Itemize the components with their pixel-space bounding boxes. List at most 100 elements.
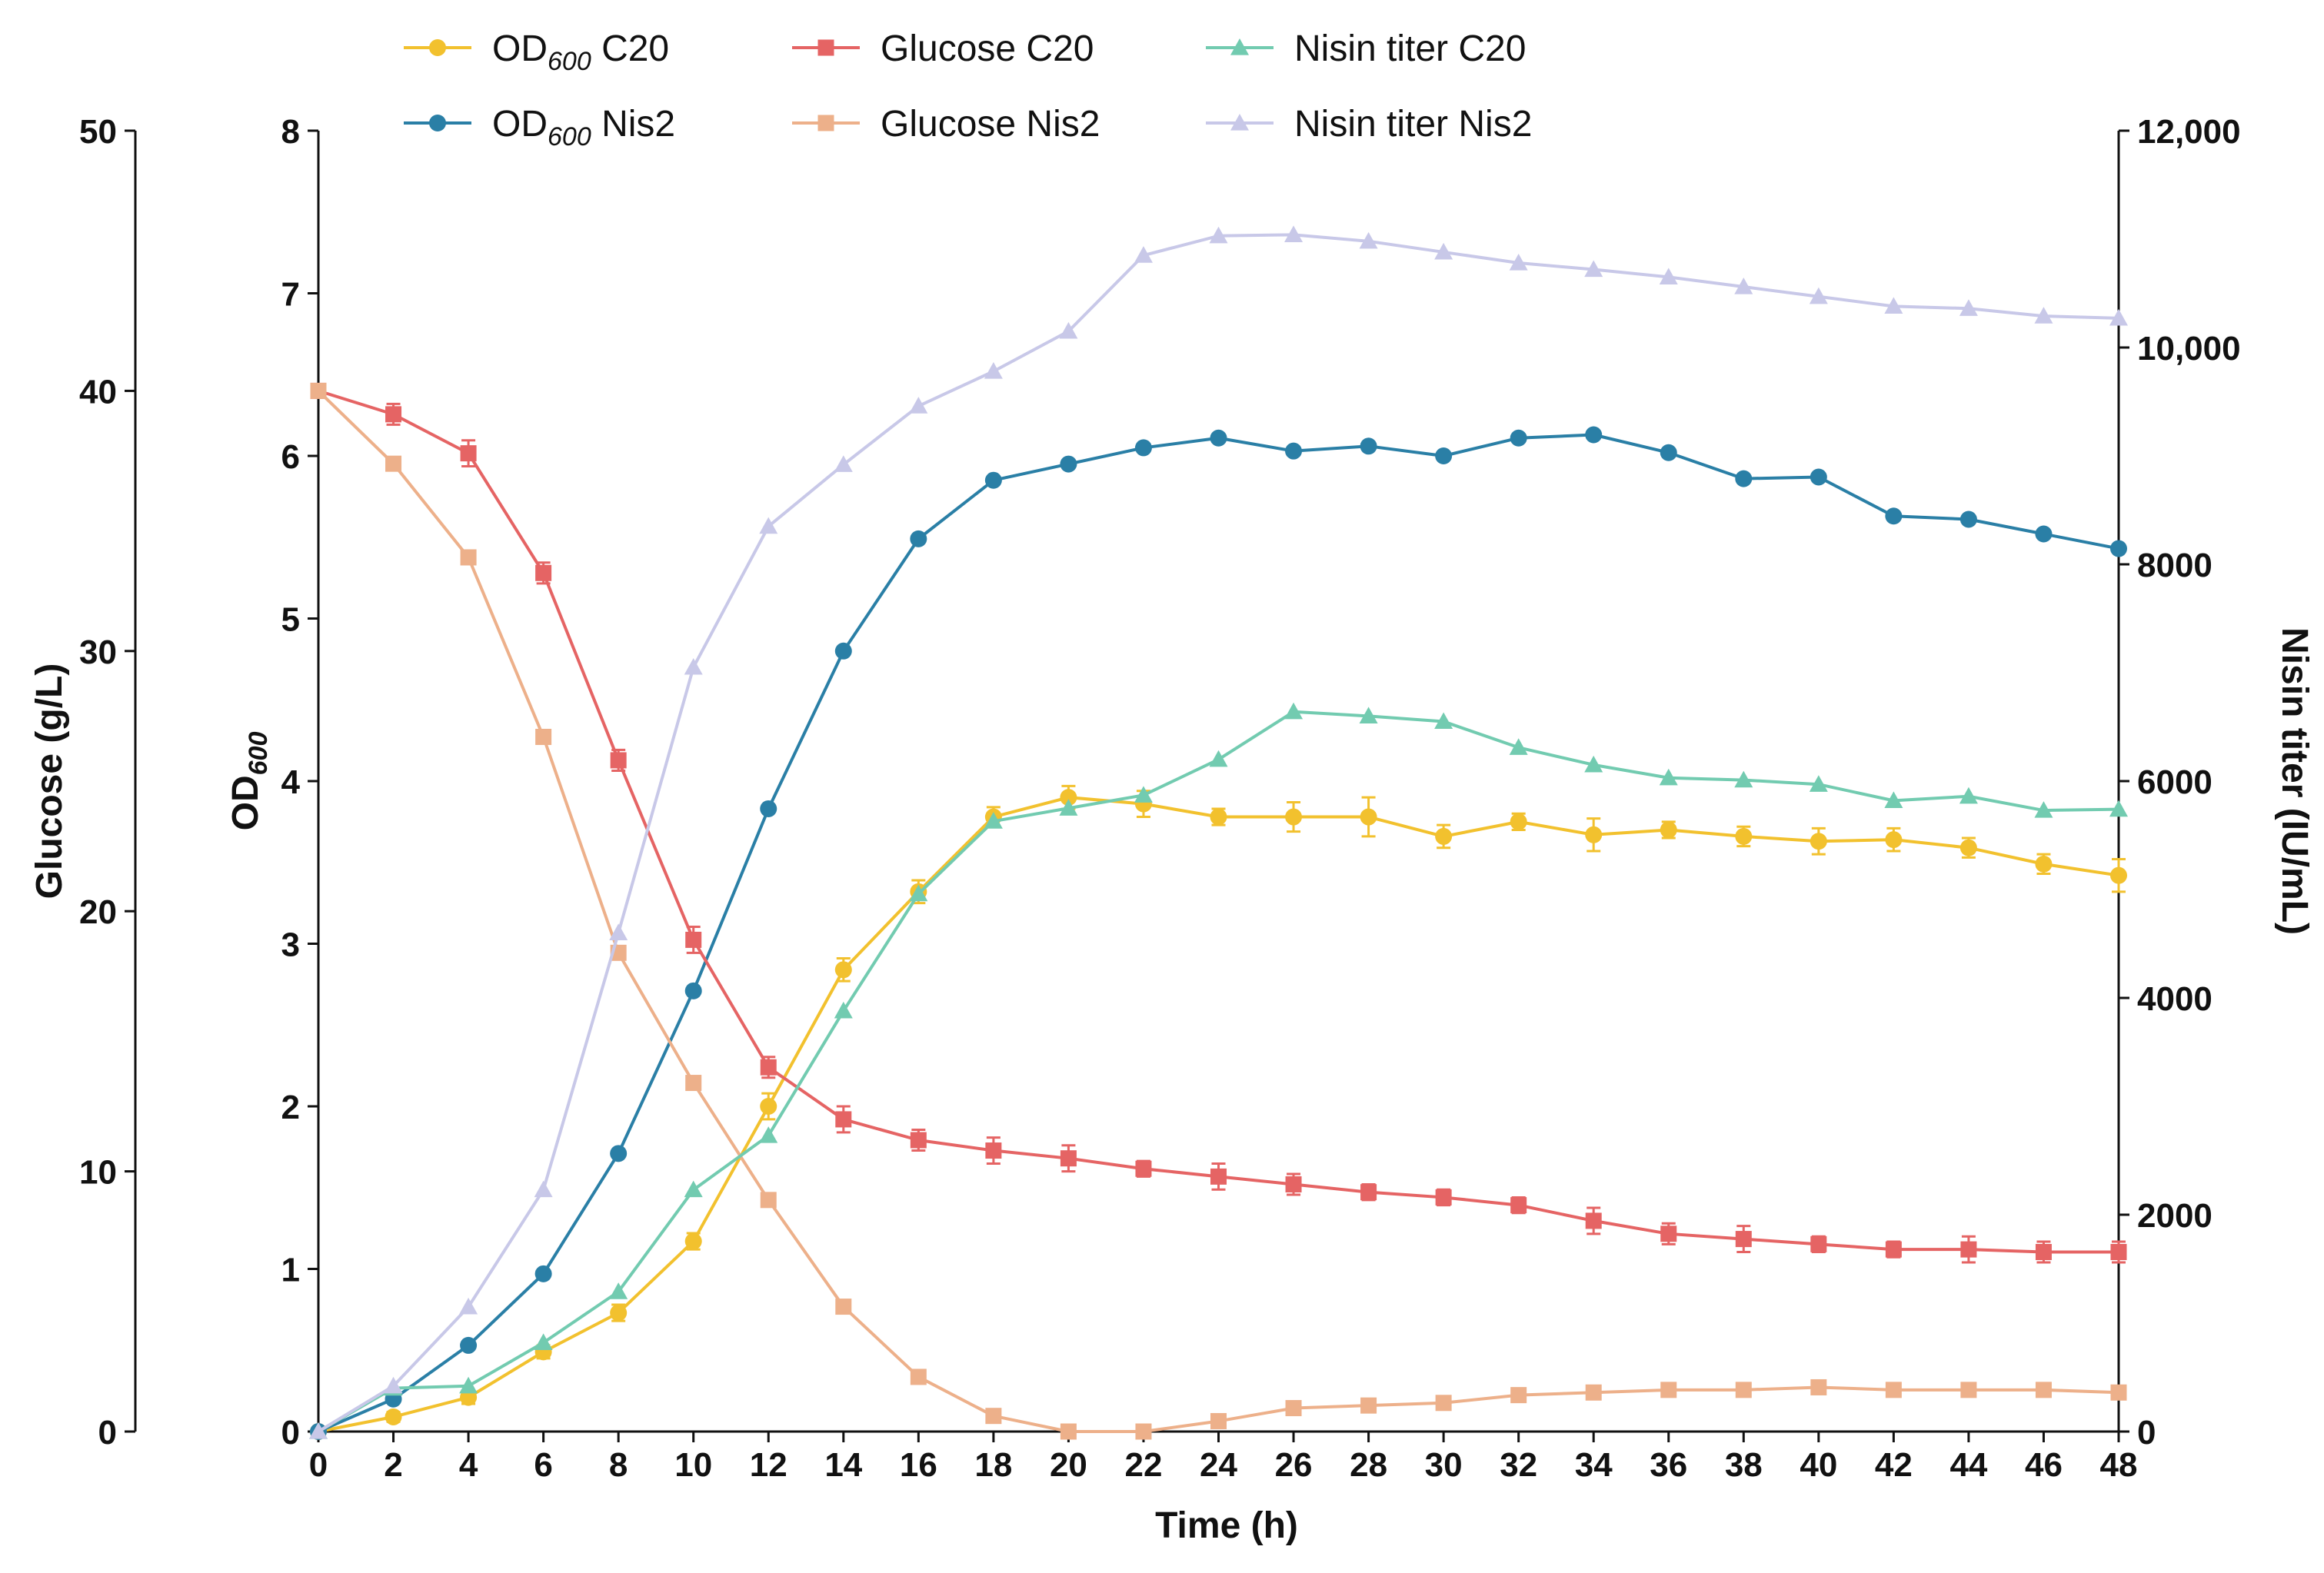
glucose_nis2-point [1810,1378,1827,1395]
glucose_nis2-point [2110,1384,2127,1401]
nisin_c20-point [1059,799,1078,816]
nisin-tick-label: 12,000 [2137,113,2241,151]
glucose_c20-point [460,445,477,462]
x-tick-label: 6 [534,1446,552,1484]
od_nis2-point [1435,447,1453,464]
od_nis2-point [610,1145,628,1162]
glucose_c20-point [535,564,552,581]
glucose_nis2-point [310,382,327,399]
glucose_nis2-point [1435,1395,1452,1412]
od_c20-point [1735,827,1753,845]
od_c20-point [385,1408,402,1425]
x-tick-label: 18 [974,1446,1012,1484]
od_nis2-point [1959,510,1977,528]
x-tick-label: 34 [1575,1446,1613,1484]
glucose_c20-point [1810,1235,1827,1252]
glucose_c20-point [835,1111,852,1128]
glucose-tick-label: 0 [98,1414,117,1452]
nisin_nis2-point [1359,231,1378,249]
nisin_c20-point [534,1333,553,1350]
x-tick-label: 32 [1500,1446,1537,1484]
glucose_c20-point [985,1142,1002,1159]
od_c20-point [760,1098,777,1115]
glucose_c20-point [610,752,627,769]
nisin_c20-point [684,1180,703,1198]
nisin_nis2-point [684,657,703,675]
od_c20-point [1285,808,1303,826]
glucose_c20-point [1360,1184,1377,1201]
glucose_c20-point [385,406,402,423]
nisin_c20-point [1434,712,1453,730]
x-tick-label: 0 [309,1446,328,1484]
series-nisin_nis2 [309,225,2128,1439]
x-tick-label: 38 [1725,1446,1763,1484]
x-tick-label: 22 [1124,1446,1162,1484]
od_nis2-point [910,530,927,547]
nisin_c20-point [1134,786,1153,803]
nisin-tick-label: 8000 [2137,547,2212,584]
legend-swatch-marker [1230,38,1249,55]
glucose_c20-point [2035,1244,2052,1261]
nisin_nis2-point [1134,246,1153,263]
od_c20-point [1810,833,1827,850]
nisin-tick-label: 10,000 [2137,330,2241,367]
nisin-tick-label: 2000 [2137,1197,2212,1235]
od_nis2-point [460,1336,478,1354]
nisin_nis2-point [609,923,628,940]
nisin_c20-point [459,1376,478,1394]
od_c20-point [1885,831,1903,849]
od_c20-point [1585,826,1603,843]
legend-item-od_c20: OD600 C20 [404,28,669,76]
legend-swatch-marker [429,115,446,131]
od_nis2-point [1810,468,1827,486]
x-tick-label: 46 [2025,1446,2063,1484]
legend-label: OD600 C20 [492,28,669,76]
legend-item-nisin_nis2: Nisin titer Nis2 [1206,104,1532,145]
legend-label: Nisin titer C20 [1294,28,1526,69]
od_nis2-point [1060,455,1077,473]
glucose_nis2-point [1735,1382,1752,1398]
legend-item-od_nis2: OD600 Nis2 [404,104,675,151]
axis-ticks: 0 2 4 6 8 10 12 14 16 18 20 22 24 26 28 30 32 34 36 38 40 42 4… [79,113,2241,1484]
nisin_nis2-point [534,1180,553,1198]
nisin_c20-point [609,1282,628,1299]
nisin_c20-point [759,1126,778,1143]
x-tick-label: 12 [750,1446,787,1484]
od-tick-label: 4 [281,763,301,801]
legend-label: Glucose C20 [881,28,1094,69]
od_c20-point [1660,821,1677,839]
nisin_nis2-point [834,455,853,472]
nisin-tick-label: 4000 [2137,980,2212,1018]
nisin_c20-point [909,884,928,902]
series-glucose_nis2 [310,382,2127,1440]
od_nis2-point [984,471,1002,489]
glucose_nis2-point [1585,1384,1602,1401]
glucose_nis2-point [685,1075,702,1092]
od_nis2-point [1360,437,1377,455]
glucose_nis2-point [910,1368,927,1385]
od_c20-point [684,1232,702,1250]
od-axis-title: OD600 [225,732,273,831]
nisin_nis2-point [384,1376,403,1394]
nisin_nis2-point [459,1297,478,1315]
nisin_c20-point [1659,768,1678,786]
legend-swatch-marker [1230,114,1249,131]
series-layer [309,225,2128,1440]
od-axis-title-sub: 600 [244,732,273,776]
x-tick-label: 28 [1350,1446,1387,1484]
x-tick-label: 4 [459,1446,478,1484]
x-tick-label: 16 [900,1446,937,1484]
glucose_nis2-point [385,455,402,472]
glucose_c20-point [1510,1197,1527,1214]
od_c20-point [2110,866,2127,884]
glucose_c20-point [1285,1176,1302,1193]
nisin_c20-point [1809,775,1828,792]
nisin_nis2-point [309,1422,328,1439]
od_nis2-point [1585,426,1603,444]
glucose_nis2-point [2035,1382,2052,1398]
legend-item-glucose_c20: Glucose C20 [792,28,1094,69]
glucose-tick-label: 20 [79,893,117,931]
series-nisin_c20 [309,702,2128,1439]
glucose_c20-point [1885,1241,1902,1258]
